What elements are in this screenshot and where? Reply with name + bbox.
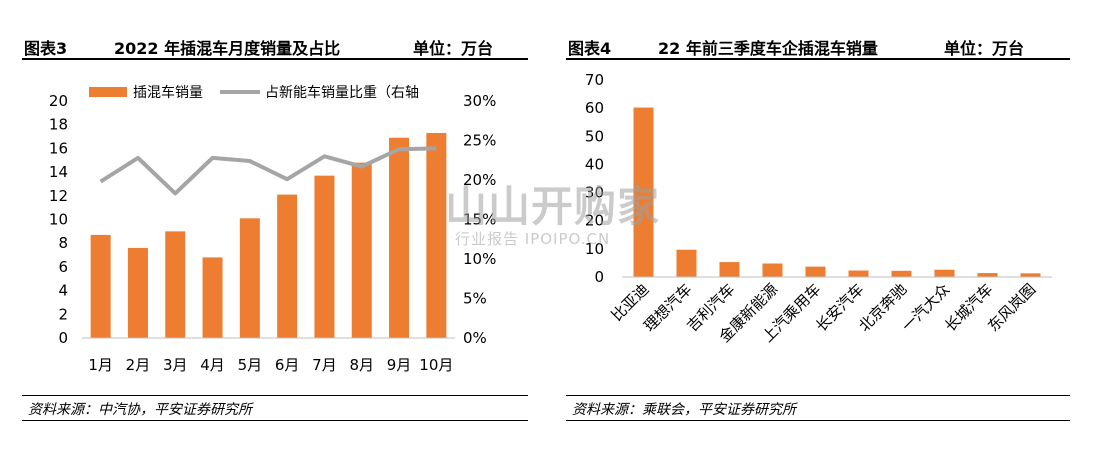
legend-swatch-bar: [89, 87, 127, 97]
chart-panel-left: 图表3 2022 年插混车月度销量及占比 单位：万台 0 2 4 6 8 10 12 14 16…: [22, 0, 528, 449]
y-tick-label: 8: [58, 234, 68, 252]
bar: [277, 194, 298, 338]
unit-label-right: 单位：万台: [944, 39, 1025, 58]
x-tick-label: 2月: [126, 356, 151, 374]
x-tick-label: 4月: [200, 356, 225, 374]
y-tick-label: 40: [585, 155, 604, 173]
bar: [848, 270, 869, 277]
legend-label-line: 占新能车销量比重（右轴: [265, 84, 419, 101]
x-tick-label: 1月: [88, 356, 113, 374]
chart-title-left: 2022 年插混车月度销量及占比: [114, 39, 341, 58]
x-tick-label: 5月: [238, 356, 263, 374]
bar: [90, 234, 111, 338]
x-tick-label: 9月: [387, 356, 412, 374]
y-tick-label: 18: [49, 116, 68, 134]
y-tick-label: 20: [49, 92, 68, 110]
y-tick-label: 6: [58, 258, 68, 276]
chart-title-right: 22 年前三季度车企插混车销量: [658, 39, 878, 58]
bar: [805, 266, 826, 277]
bar: [934, 269, 955, 277]
bar-chart-right: 010203040506070比亚迪理想汽车吉利汽车金康新能源上汽乘用车长安汽车…: [585, 71, 1052, 346]
chart-panel-right: 图表4 22 年前三季度车企插混车销量 单位：万台 0 10 20 30 40 50 60 7…: [566, 0, 1070, 449]
y-tick-label: 60: [585, 99, 604, 117]
y-tick-label: 0: [594, 268, 604, 286]
y-tick-label: 2: [58, 305, 68, 323]
legend-label-bar: 插混车销量: [133, 84, 203, 101]
bar: [762, 263, 783, 277]
y-tick-label: 12: [49, 187, 68, 205]
x-tick-label: 10月: [419, 356, 453, 374]
source-text-right: 资料来源：乘联会，平安证券研究所: [572, 402, 796, 418]
source-bar-right: 资料来源：乘联会，平安证券研究所: [566, 395, 1070, 421]
figure-number-left: 图表3: [24, 39, 68, 58]
y-tick-label: 16: [49, 139, 68, 157]
bar: [426, 132, 447, 338]
source-bar-left: 资料来源：中汽协，平安证券研究所: [22, 395, 528, 421]
bar: [891, 270, 912, 277]
chart-title-bar-left: 图表3 2022 年插混车月度销量及占比 单位：万台: [22, 32, 528, 60]
x-tick-label: 东风岚图: [984, 280, 1039, 335]
bar: [314, 175, 335, 338]
bar: [676, 249, 697, 277]
bar: [1020, 273, 1041, 277]
bar: [389, 137, 410, 338]
y2-tick-label: 30%: [463, 92, 496, 110]
y2-tick-label: 20%: [463, 171, 496, 189]
y2-tick-label: 5%: [463, 290, 487, 308]
bar: [165, 231, 186, 338]
x-tick-label: 8月: [349, 356, 374, 374]
x-tick-label: 6月: [275, 356, 300, 374]
chart-title-bar-right: 图表4 22 年前三季度车企插混车销量 单位：万台: [566, 32, 1070, 60]
bar: [351, 162, 372, 338]
figure-number-right: 图表4: [568, 39, 612, 58]
y-tick-label: 4: [58, 282, 68, 300]
x-tick-label: 3月: [163, 356, 188, 374]
x-tick-label: 7月: [312, 356, 337, 374]
bar: [239, 218, 260, 338]
y2-tick-label: 15%: [463, 211, 496, 229]
y-tick-label: 50: [585, 127, 604, 145]
bar: [977, 273, 998, 277]
y-tick-label: 10: [585, 240, 604, 258]
unit-label-left: 单位：万台: [413, 39, 494, 58]
y2-tick-label: 10%: [463, 250, 496, 268]
bar: [719, 262, 740, 277]
bar: [633, 107, 654, 277]
y-tick-label: 14: [49, 163, 68, 181]
y-tick-label: 20: [585, 212, 604, 230]
y2-tick-label: 25%: [463, 132, 496, 150]
bar: [127, 247, 148, 338]
y2-tick-label: 0%: [463, 329, 487, 347]
line-series: [99, 146, 437, 196]
y-tick-label: 30: [585, 184, 604, 202]
y-tick-label: 70: [585, 71, 604, 89]
combo-chart-left: 0 2 4 6 8 10 12 14 16 18 20 0% 5% 10% 15% 20% 25% 30% 1月 2月…: [49, 84, 496, 374]
bar: [202, 257, 223, 338]
source-text-left: 资料来源：中汽协，平安证券研究所: [28, 402, 252, 418]
y-tick-label: 10: [49, 211, 68, 229]
y-tick-label: 0: [58, 329, 68, 347]
